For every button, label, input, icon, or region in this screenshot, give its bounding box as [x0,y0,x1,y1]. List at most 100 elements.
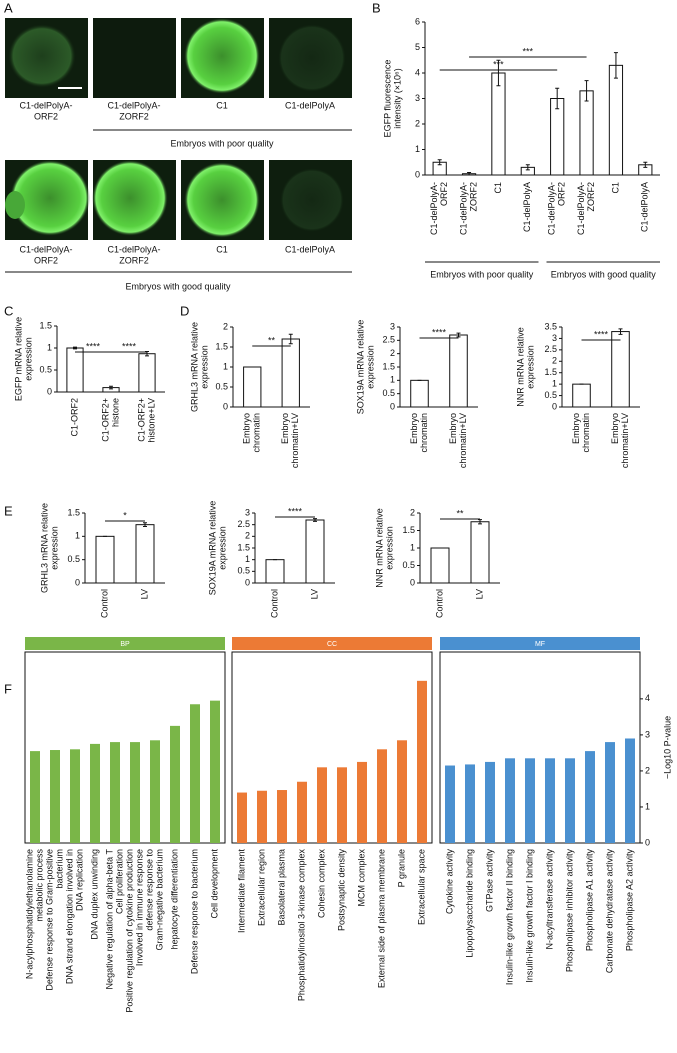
bar [110,742,120,843]
embryo [184,18,260,94]
bar [297,781,307,843]
error-bar [467,171,472,176]
x-tick-label: Control [269,589,279,618]
bar [66,347,84,393]
y-axis-label: expression [384,526,394,570]
bar [605,742,615,843]
x-tick-label: Defense response to bacterium [189,849,199,974]
x-tick-label: metabolic process [34,849,44,922]
significance-label: * [123,510,127,520]
bar [257,790,267,843]
bar [585,751,595,843]
bar [130,742,140,843]
y-tick-label: 1.5 [215,341,228,351]
x-tick-label: Embryo [280,413,290,444]
panel-title: MF [535,641,545,648]
x-tick-label: Embryo [242,413,252,444]
panel-title: BP [120,641,130,648]
error-bar [525,164,530,171]
bar [608,64,624,176]
y-tick-label: 2 [552,356,557,366]
y-tick-label: 2.5 [544,344,557,354]
y-tick-label: 0.5 [544,390,557,400]
x-tick-label: Embryo [448,413,458,444]
bar [545,758,555,843]
y-tick-label: 3.5 [544,321,557,331]
x-tick-label: ORF2 [557,182,567,206]
y-tick-label: 3 [415,93,420,103]
embryo-tail [5,191,25,219]
x-tick-label: Cell development [209,849,219,919]
y-axis-label: expression [23,337,33,381]
significance-label: **** [594,329,609,339]
significance-label: **** [288,506,303,516]
x-tick-label: Cytokine activity [444,849,454,915]
bar [170,725,180,843]
y-axis-label: NNR mRNA relative [374,508,384,588]
x-tick-label: DNA duplex unwinding [89,849,99,940]
x-tick-label: Insulin-like growth factor II binding [504,849,514,985]
y-tick-label: 0 [415,169,420,179]
y-tick-label: 3 [645,729,650,739]
y-tick-label: 1 [415,144,420,154]
bar [579,90,594,176]
bar [377,749,387,843]
y-tick-label: 2 [245,531,250,541]
x-tick-label: Cell proliferation [114,849,124,914]
x-tick-label: C1 [610,182,620,194]
x-tick-label: ZORF2 [586,182,596,212]
image-label: C1-delPolyA- [107,244,160,254]
y-tick-label: 0.5 [402,560,415,570]
embryo [92,160,168,236]
y-tick-label: 5 [415,42,420,52]
embryo [10,160,90,236]
bar [50,750,60,843]
bar [565,758,575,843]
error-bar [437,159,442,166]
x-tick-label: P granule [396,849,406,887]
y-tick-label: 3 [552,333,557,343]
x-tick-label: Phosphatidylinositol 3-kinase complex [296,849,306,1002]
bar [470,521,490,584]
x-tick-label: Phospholipase A2 activity [624,849,634,952]
x-tick-label: Control [434,589,444,618]
image-label: C1-delPolyA- [19,100,72,110]
bar [417,680,427,843]
x-tick-label: histone+LV [146,398,156,443]
bar [243,366,262,408]
bar [485,761,495,843]
y-axis-label: EGFP mRNA relative [13,317,23,401]
y-axis-label: −Log10 P-value [662,716,672,779]
error-bar [288,333,293,345]
x-tick-label: Basolateral plasma [276,849,286,926]
x-tick-label: Lipopolysaccharide binding [464,849,474,958]
bar [449,334,468,408]
panel-header [232,637,432,650]
x-tick-label: C1-ORF2+ [136,398,146,442]
x-tick-label: chromatin [581,413,591,453]
group-caption: Embryos with poor quality [430,269,534,279]
y-tick-label: 0 [390,401,395,411]
panel-box [439,651,641,844]
significance-label: ** [456,508,464,518]
y-tick-label: 2 [223,321,228,331]
significance-label: **** [122,341,137,351]
bar [277,790,287,843]
bar [465,764,475,843]
y-tick-label: 2 [645,765,650,775]
error-bar [555,87,560,110]
y-axis-label: intensity (×10⁶) [392,68,402,128]
group-caption: Embryos with good quality [551,269,657,279]
significance-label: *** [493,59,504,69]
x-tick-label: Phospholipase inhibitor activity [564,849,574,973]
y-tick-label: 0 [645,837,650,847]
embryo [278,24,346,92]
error-bar [613,52,618,79]
x-tick-label: DNA replication [74,849,84,911]
x-tick-label: MCM complex [356,849,366,907]
group-caption: Embryos with good quality [125,281,231,291]
x-tick-label: Insulin-like growth factor I binding [524,849,534,983]
y-tick-label: 0.5 [237,566,250,576]
y-tick-label: 0 [75,577,80,587]
x-tick-label: ORF2 [439,182,449,206]
